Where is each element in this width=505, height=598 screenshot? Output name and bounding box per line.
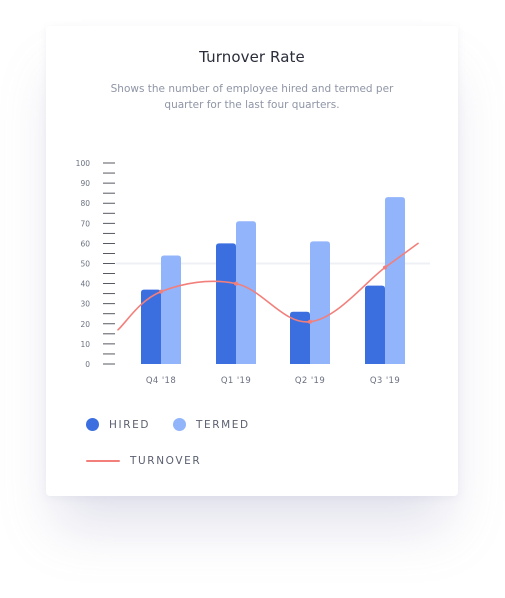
y-tick-label: 40 xyxy=(80,280,90,289)
x-tick-label: Q4 '18 xyxy=(146,376,176,386)
bar-termed xyxy=(385,197,405,364)
legend-hired-label: HIRED xyxy=(109,418,151,431)
bar-hired xyxy=(290,311,310,364)
y-tick-label: 90 xyxy=(80,179,90,188)
chart-subtitle: Shows the number of employee hired and t… xyxy=(110,83,394,111)
turnover-point xyxy=(159,289,163,294)
y-tick-label: 60 xyxy=(80,239,90,248)
legend-hired[interactable]: HIRED xyxy=(86,418,150,431)
chart-title: Turnover Rate xyxy=(199,48,305,66)
bar-termed xyxy=(161,255,181,364)
y-tick-label: 0 xyxy=(85,360,90,369)
x-tick-label: Q2 '19 xyxy=(295,376,325,386)
x-tick-label: Q3 '19 xyxy=(370,376,400,386)
y-tick-label: 30 xyxy=(80,300,90,309)
y-tick-label: 80 xyxy=(80,199,90,208)
chart-card: Turnover Rate Shows the number of employ… xyxy=(46,26,458,496)
legend-turnover-label: TURNOVER xyxy=(130,455,202,467)
turnover-point xyxy=(308,319,312,324)
x-tick-label: Q1 '19 xyxy=(221,376,251,386)
legend-termed-swatch xyxy=(173,418,186,431)
bar-termed xyxy=(310,241,330,364)
legend-termed-label: TERMED xyxy=(196,418,250,431)
legend-turnover[interactable]: TURNOVER xyxy=(86,455,201,467)
y-tick-label: 50 xyxy=(80,260,90,269)
bar-termed xyxy=(236,221,256,364)
bar-hired xyxy=(141,289,161,364)
turnover-chart: 0 10 20 30 40 50 60 70 80 90 100 Q4 '18 Q1 '19 Q2 '19… xyxy=(76,159,430,386)
y-tick-label: 20 xyxy=(80,320,90,329)
legend-termed[interactable]: TERMED xyxy=(173,418,250,431)
bar-hired xyxy=(365,285,385,364)
turnover-point xyxy=(234,281,238,286)
y-tick-label: 70 xyxy=(80,219,90,228)
bar-hired xyxy=(216,243,236,364)
legend-turnover-swatch xyxy=(86,460,120,462)
legend-hired-swatch xyxy=(86,418,99,431)
turnover-point xyxy=(383,265,387,270)
y-tick-label: 100 xyxy=(76,159,91,168)
y-tick-label: 10 xyxy=(80,340,90,349)
